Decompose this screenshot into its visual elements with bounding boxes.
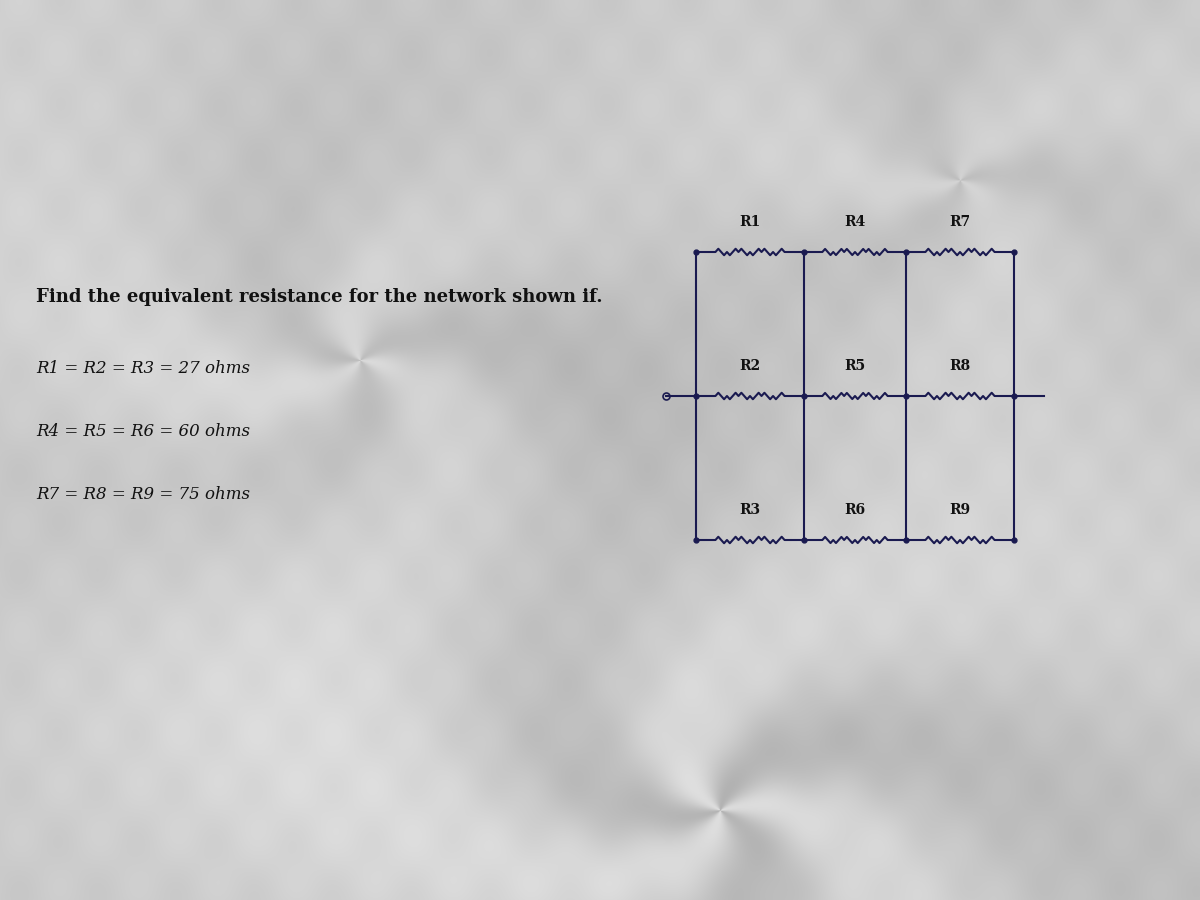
- Text: R3: R3: [739, 503, 761, 517]
- Text: Find the equivalent resistance for the network shown if.: Find the equivalent resistance for the n…: [36, 288, 602, 306]
- Text: R1: R1: [739, 215, 761, 230]
- Text: R2: R2: [739, 359, 761, 374]
- Text: R8: R8: [949, 359, 971, 374]
- Text: R6: R6: [845, 503, 865, 517]
- Text: R7: R7: [949, 215, 971, 230]
- Text: R5: R5: [845, 359, 865, 374]
- Text: R9: R9: [949, 503, 971, 517]
- Text: R4 = R5 = R6 = 60 ohms: R4 = R5 = R6 = 60 ohms: [36, 423, 250, 440]
- Text: R1 = R2 = R3 = 27 ohms: R1 = R2 = R3 = 27 ohms: [36, 360, 250, 377]
- Text: R7 = R8 = R9 = 75 ohms: R7 = R8 = R9 = 75 ohms: [36, 486, 250, 503]
- Text: R4: R4: [845, 215, 865, 230]
